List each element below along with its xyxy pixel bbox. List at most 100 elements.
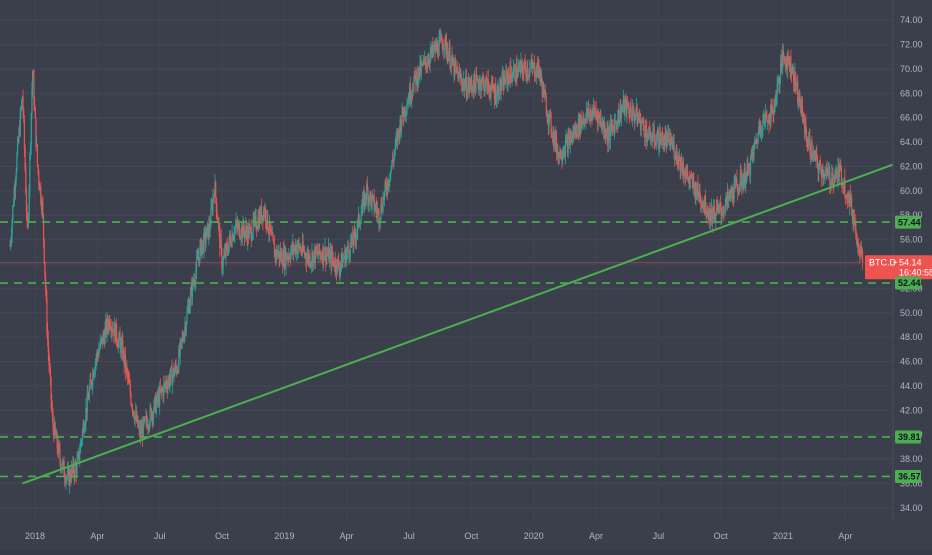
trendline[interactable] [22, 163, 894, 485]
candle [261, 214, 263, 223]
candle [199, 239, 201, 264]
candle [53, 416, 56, 440]
candle [512, 59, 515, 79]
candle [811, 135, 813, 161]
candle [617, 109, 619, 130]
candle [836, 167, 838, 179]
candle [16, 151, 18, 174]
candle [577, 133, 579, 138]
candle [98, 342, 100, 358]
horizontal-levels[interactable] [0, 221, 893, 478]
candle [59, 440, 61, 467]
candle [773, 99, 776, 115]
candle [670, 132, 672, 145]
candle [78, 450, 80, 463]
candle [328, 243, 330, 264]
candle [427, 52, 429, 66]
candle [395, 131, 397, 150]
candle [639, 110, 641, 123]
candle [797, 74, 799, 107]
candle [18, 125, 20, 145]
candle [19, 119, 21, 137]
candle [25, 162, 27, 195]
candle [652, 123, 655, 133]
candle [633, 102, 635, 122]
candle-series [9, 28, 864, 495]
candle [818, 160, 821, 171]
candle [298, 237, 300, 249]
candle [398, 127, 400, 140]
candle [598, 112, 601, 127]
candle [587, 101, 589, 119]
candle [659, 123, 661, 153]
candle [409, 82, 411, 106]
candle [495, 77, 497, 106]
candle [359, 219, 361, 227]
candle [386, 181, 388, 201]
candle [694, 181, 696, 204]
candle [77, 447, 79, 459]
candle [47, 330, 49, 362]
candle [518, 62, 520, 73]
candle [799, 101, 802, 114]
candle [292, 233, 294, 260]
candle [447, 42, 449, 65]
candle [859, 241, 862, 260]
candle [316, 242, 318, 259]
candle [764, 103, 767, 128]
candle [486, 78, 489, 95]
candle [700, 199, 702, 210]
candle [517, 58, 519, 77]
candle [463, 78, 465, 98]
candle [23, 115, 26, 157]
candle [634, 113, 636, 125]
candle [390, 165, 392, 174]
candle [290, 245, 292, 263]
candle [319, 251, 321, 260]
y-tick-label: 68.00 [900, 88, 923, 98]
candle [368, 194, 370, 213]
candle [312, 251, 314, 272]
candle [494, 83, 496, 105]
candle [667, 124, 669, 143]
candle [111, 321, 114, 337]
candle [19, 106, 21, 137]
candle [84, 419, 86, 433]
candle [396, 128, 398, 150]
candle [38, 180, 41, 191]
candle [777, 74, 780, 84]
candle [713, 199, 715, 224]
candle [45, 284, 47, 303]
candle [644, 134, 646, 147]
candle [564, 146, 566, 159]
candle [778, 76, 780, 94]
candle [621, 104, 623, 113]
candle [217, 219, 220, 231]
candle [181, 329, 183, 350]
candle [759, 121, 761, 138]
candle [594, 100, 596, 120]
candle [301, 246, 303, 256]
candle [800, 95, 802, 117]
candle [521, 60, 523, 73]
candle [262, 214, 264, 231]
candle [143, 415, 145, 428]
candle [618, 103, 620, 124]
candle [607, 120, 609, 153]
candle [318, 244, 320, 264]
candle [377, 207, 379, 215]
candle [67, 461, 69, 475]
candle [235, 212, 237, 229]
candle [201, 245, 203, 260]
candle [743, 162, 746, 188]
x-axis[interactable]: 2018 Apr Jul Oct 2019 Apr Jul Oct 2020 Apr Jul Oct 2… [0, 522, 932, 550]
candle [859, 246, 861, 264]
candle [81, 437, 83, 447]
candle [410, 91, 412, 105]
candle [556, 143, 558, 159]
candle [678, 154, 680, 169]
candle [41, 198, 43, 220]
candle [677, 151, 679, 172]
